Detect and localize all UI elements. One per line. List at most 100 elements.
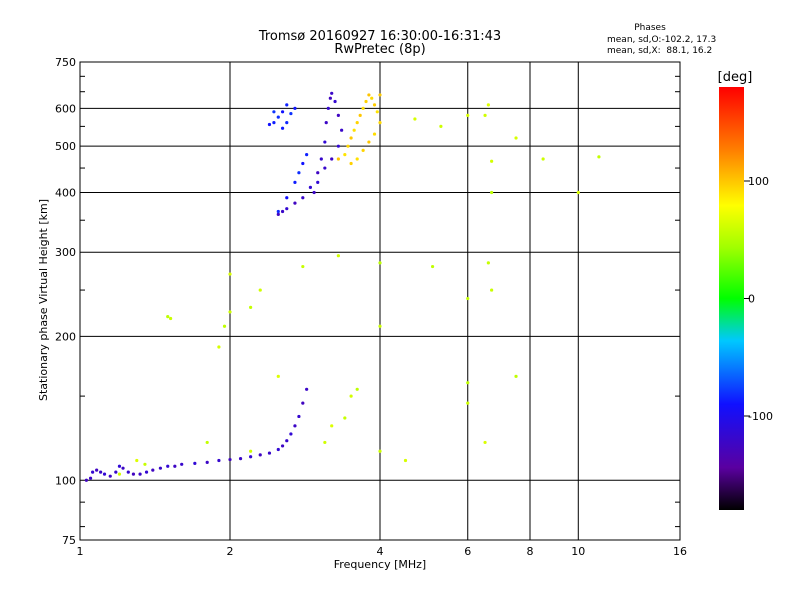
data-point	[330, 91, 334, 95]
data-point	[285, 196, 289, 200]
data-point	[144, 470, 149, 474]
data-point	[336, 157, 340, 161]
data-point	[361, 148, 365, 152]
data-point	[349, 161, 353, 166]
data-point	[114, 470, 118, 474]
data-point	[222, 324, 227, 328]
y-tick-label: 75	[62, 534, 76, 547]
data-point	[490, 159, 494, 163]
data-point	[490, 190, 494, 195]
data-point	[276, 115, 280, 119]
data-point	[205, 440, 209, 445]
data-point	[267, 451, 272, 455]
data-point	[466, 381, 470, 385]
data-point	[228, 457, 232, 462]
data-point	[541, 157, 545, 161]
data-point	[364, 99, 368, 104]
data-point	[367, 93, 371, 97]
data-point	[99, 470, 103, 474]
data-point	[305, 387, 309, 391]
x-axis-label: Frequency [MHz]	[334, 558, 426, 571]
data-point	[370, 96, 374, 100]
data-point	[166, 315, 170, 319]
data-point	[372, 103, 377, 107]
data-point	[280, 444, 285, 448]
data-point	[308, 185, 313, 189]
data-point	[439, 124, 443, 128]
data-point	[84, 478, 88, 482]
data-point	[267, 122, 272, 127]
data-point	[102, 472, 107, 476]
data-point	[121, 466, 125, 470]
data-point	[301, 401, 305, 405]
data-point	[135, 458, 139, 463]
data-point	[343, 153, 347, 157]
phases-heading: Phases	[634, 23, 666, 33]
x-tick-label: 8	[527, 545, 534, 558]
data-point	[217, 458, 221, 463]
data-point	[228, 310, 232, 314]
data-point	[466, 113, 470, 117]
data-point	[280, 110, 285, 114]
colorbar	[719, 87, 744, 510]
data-point	[293, 424, 297, 428]
data-point	[378, 261, 382, 265]
data-point	[205, 460, 209, 464]
data-point	[316, 171, 320, 175]
data-point	[143, 462, 147, 466]
y-axis-label: Stationary phase Virtual Height [km]	[37, 199, 50, 401]
data-point	[276, 374, 280, 378]
data-point	[328, 96, 332, 100]
data-point	[333, 99, 337, 104]
data-point	[117, 464, 122, 468]
y-tick-label: 600	[55, 102, 76, 115]
data-point	[276, 447, 280, 452]
data-point	[272, 110, 276, 114]
data-point	[361, 106, 365, 110]
data-point	[151, 468, 155, 472]
data-point	[88, 476, 93, 480]
data-point	[372, 132, 377, 136]
y-tick-label: 400	[55, 186, 76, 199]
data-point	[378, 93, 382, 97]
data-point	[258, 453, 262, 457]
data-point	[466, 401, 470, 405]
data-point	[413, 117, 417, 121]
data-point	[514, 374, 518, 378]
data-point	[378, 324, 382, 328]
data-point	[323, 166, 327, 170]
data-point	[169, 316, 173, 321]
data-point	[319, 157, 323, 161]
data-point	[138, 472, 142, 476]
data-point	[340, 128, 344, 132]
data-point	[173, 464, 177, 468]
data-point	[466, 296, 470, 301]
x-tick-label: 4	[377, 545, 384, 558]
data-point	[301, 264, 305, 269]
data-point	[117, 472, 122, 476]
data-point	[258, 288, 262, 292]
data-point	[576, 190, 580, 195]
data-point	[297, 171, 301, 175]
data-point	[249, 449, 253, 453]
data-point	[285, 439, 289, 443]
data-point	[293, 106, 297, 110]
data-point	[276, 212, 280, 216]
data-point	[289, 111, 293, 116]
chart-title: Tromsø 20160927 16:30:00-16:31:43	[258, 29, 501, 44]
data-point	[180, 462, 184, 466]
data-point	[355, 157, 359, 161]
data-point	[276, 209, 280, 214]
data-point	[293, 201, 297, 205]
data-point	[217, 345, 221, 349]
x-tick-label: 16	[673, 545, 687, 558]
data-point	[249, 305, 253, 309]
data-point	[312, 190, 316, 195]
x-tick-label: 2	[227, 545, 234, 558]
colorbar-label: [deg]	[718, 70, 753, 85]
data-point	[403, 458, 408, 463]
gridlines	[80, 62, 680, 540]
data-point	[323, 140, 327, 144]
